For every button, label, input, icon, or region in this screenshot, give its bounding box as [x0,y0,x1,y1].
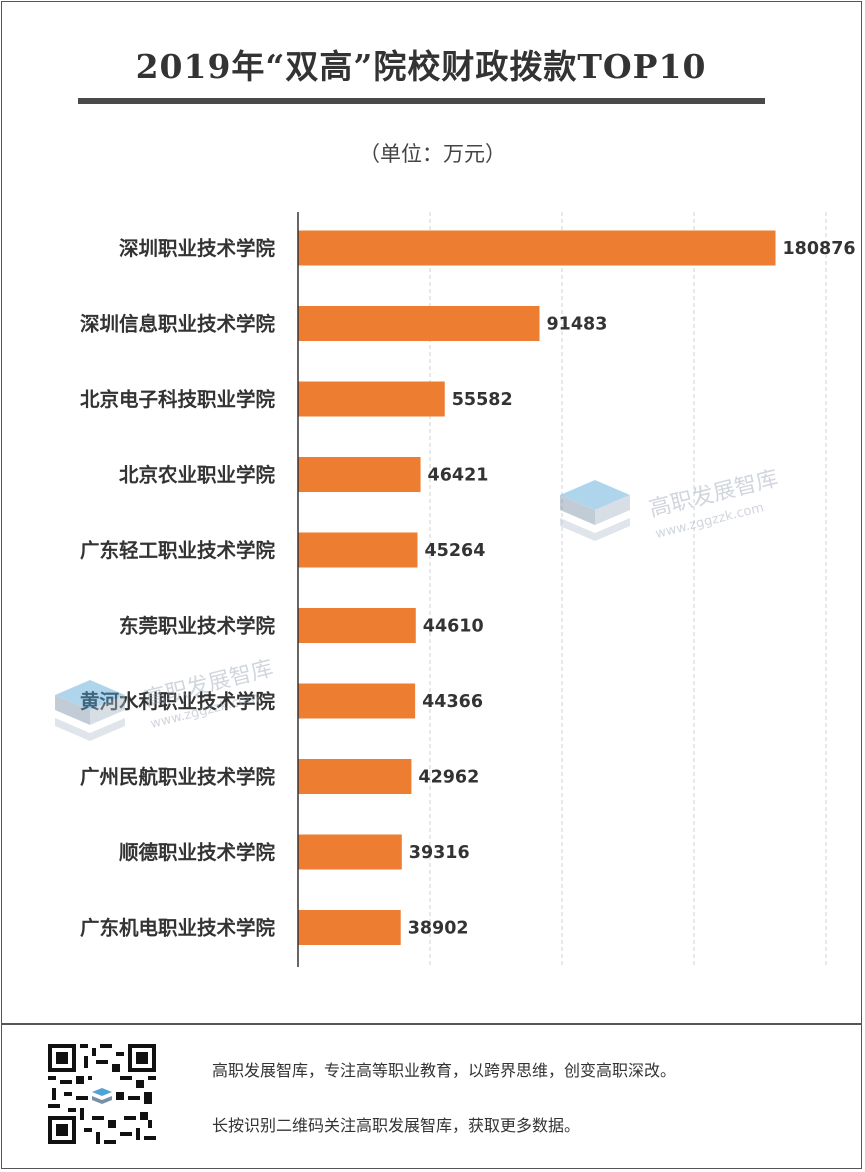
unit-label: （单位：万元） [359,142,506,166]
page-title: 2019年“双高”院校财政拨款TOP10 [135,47,707,86]
bar [298,457,421,492]
value-label: 44366 [422,692,483,712]
chart-bars [298,230,776,945]
bar [298,381,445,417]
value-label: 91483 [547,315,608,335]
value-label: 39316 [409,843,470,863]
bar [298,230,776,266]
category-label: 深圳职业技术学院 [119,237,276,260]
value-label: 46421 [428,466,489,486]
category-label: 广东轻工职业技术学院 [80,539,276,562]
value-label: 38902 [408,919,469,939]
category-label: 广东机电职业技术学院 [80,917,276,940]
category-label: 深圳信息职业技术学院 [80,313,276,336]
bar [298,306,540,341]
footer-text-line2: 长按识别二维码关注高职发展智库，获取更多数据。 [212,1116,581,1135]
value-label: 180876 [783,239,856,259]
bar-chart: 深圳职业技术学院深圳信息职业技术学院北京电子科技职业学院北京农业职业学院广东轻工… [80,212,856,967]
qr-code-icon [48,1044,156,1144]
bar [298,759,412,794]
category-label: 顺德职业技术学院 [119,841,276,864]
category-label: 黄河水利职业技术学院 [80,690,276,713]
value-label: 55582 [452,390,513,410]
category-label: 东莞职业技术学院 [119,615,276,638]
value-label: 42962 [418,768,479,788]
category-label: 北京农业职业学院 [119,464,276,487]
value-label: 45264 [424,541,485,561]
footer-divider [2,1023,862,1025]
bar [298,683,416,719]
category-label: 广州民航职业技术学院 [80,766,276,789]
title-underline [78,98,765,104]
bar [298,910,401,945]
footer-text-line1: 高职发展智库，专注高等职业教育，以跨界思维，创变高职深改。 [212,1061,677,1080]
bar [298,608,416,643]
chart-value-labels: 180876 91483 55582 46421 45264 44610 44366 4296… [408,239,856,939]
category-label: 北京电子科技职业学院 [80,388,276,411]
chart-category-labels: 深圳职业技术学院深圳信息职业技术学院北京电子科技职业学院北京农业职业学院广东轻工… [80,237,276,940]
bar [298,532,418,568]
value-label: 44610 [423,617,484,637]
bar [298,834,402,870]
